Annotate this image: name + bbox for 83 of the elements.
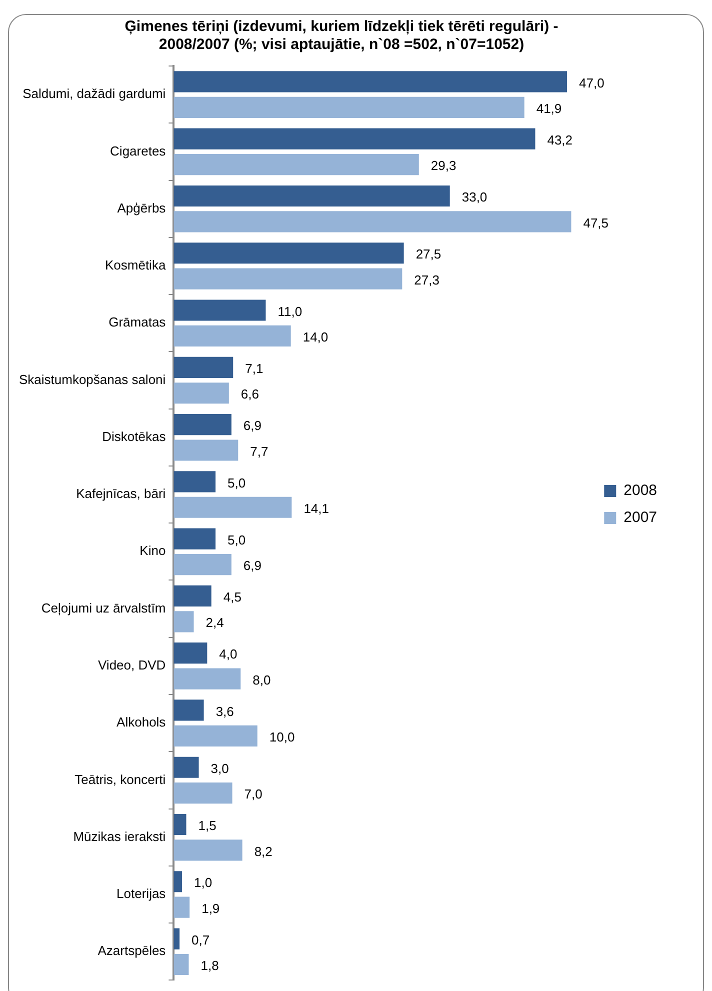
data-label: 3,6 bbox=[216, 704, 234, 719]
data-label: 5,0 bbox=[228, 475, 246, 490]
data-label: 2,4 bbox=[206, 615, 224, 630]
bar bbox=[174, 496, 292, 518]
bar bbox=[174, 700, 204, 721]
bar bbox=[174, 782, 232, 804]
data-label: 0,7 bbox=[192, 932, 210, 948]
data-label: 4,0 bbox=[219, 646, 238, 662]
data-label: 6,9 bbox=[243, 418, 262, 434]
y-tick-label: Alkohols bbox=[116, 714, 166, 730]
bar bbox=[174, 96, 524, 118]
data-label: 29,3 bbox=[430, 158, 456, 174]
data-label: 47,0 bbox=[579, 75, 604, 90]
y-tick-label: Saldumi, dažādi gardumi bbox=[22, 86, 166, 102]
bar bbox=[174, 814, 186, 836]
bar bbox=[174, 242, 404, 264]
bar bbox=[174, 471, 216, 492]
data-label: 41,9 bbox=[536, 101, 562, 116]
bar bbox=[174, 154, 419, 176]
bar bbox=[174, 668, 241, 690]
data-label: 43,2 bbox=[547, 132, 573, 148]
data-label: 8,2 bbox=[254, 844, 272, 859]
data-label: 11,0 bbox=[278, 304, 302, 319]
bar bbox=[174, 440, 238, 461]
data-label: 7,1 bbox=[245, 360, 264, 376]
data-label: 5,0 bbox=[228, 532, 246, 548]
data-label: 1,8 bbox=[200, 958, 219, 974]
data-label: 7,0 bbox=[244, 786, 262, 802]
data-label: 14,0 bbox=[302, 330, 328, 345]
y-tick-label: Kosmētika bbox=[104, 258, 166, 273]
data-label: 47,5 bbox=[583, 215, 609, 230]
data-label: 8,0 bbox=[252, 672, 271, 688]
data-label: 3,0 bbox=[210, 760, 229, 776]
bar bbox=[174, 71, 568, 92]
bar bbox=[174, 896, 190, 918]
data-label: 4,5 bbox=[223, 590, 242, 605]
data-label: 14,1 bbox=[304, 500, 329, 516]
data-label: 1,0 bbox=[194, 875, 212, 890]
bar bbox=[174, 585, 212, 606]
bar bbox=[174, 928, 180, 950]
y-tick-label: Teātris, koncerti bbox=[74, 772, 166, 787]
bar bbox=[174, 871, 182, 892]
data-label: 1,9 bbox=[202, 900, 220, 916]
data-label: 7,7 bbox=[250, 444, 268, 459]
data-label: 6,6 bbox=[240, 386, 259, 402]
data-label: 10,0 bbox=[269, 730, 295, 745]
bar bbox=[174, 185, 450, 207]
y-tick-label: Apģērbs bbox=[117, 200, 166, 216]
data-label: 6,9 bbox=[243, 558, 262, 574]
data-label: 27,3 bbox=[414, 272, 440, 288]
bar bbox=[174, 268, 402, 290]
y-tick-label: Cigaretes bbox=[110, 143, 166, 158]
y-tick-label: Mūzikas ieraksti bbox=[73, 828, 166, 844]
y-tick-label: Kino bbox=[140, 543, 166, 558]
bar bbox=[174, 325, 291, 347]
y-tick-label: Video, DVD bbox=[98, 658, 166, 673]
y-tick-label: Kafejnīcas, bāri bbox=[76, 486, 166, 502]
bar bbox=[174, 414, 232, 436]
data-label: 27,5 bbox=[416, 246, 442, 262]
y-tick-label: Loterijas bbox=[116, 886, 166, 902]
y-tick-label: Skaistumkopšanas saloni bbox=[18, 372, 166, 387]
bar bbox=[174, 642, 208, 664]
legend-label: 2007 bbox=[624, 509, 658, 526]
bar bbox=[174, 756, 199, 778]
bar bbox=[174, 611, 194, 632]
data-label: 33,0 bbox=[462, 190, 488, 205]
bar bbox=[174, 725, 258, 746]
data-label: 1,5 bbox=[198, 818, 216, 834]
y-tick-label: Ceļojumi uz ārvalstīm bbox=[41, 600, 166, 616]
bar bbox=[174, 356, 234, 378]
bar bbox=[174, 954, 189, 976]
bar bbox=[174, 554, 232, 576]
bar bbox=[174, 211, 572, 232]
legend-label: 2008 bbox=[624, 482, 658, 500]
chart-title: Ģimenes tēriņi (izdevumi, kuriem līdzekļi tiek tērēti regulāri) - 2008/2007 (%; visi aptaujātie, n`08 =502, n`07=1052) bbox=[124, 18, 558, 54]
bar bbox=[174, 300, 266, 321]
bar bbox=[174, 382, 229, 404]
y-tick-label: Azartspēles bbox=[98, 943, 166, 958]
bar bbox=[174, 128, 536, 150]
y-tick-label: Grāmatas bbox=[108, 314, 166, 330]
bar bbox=[174, 840, 242, 861]
y-tick-label: Diskotēkas bbox=[102, 428, 166, 444]
bar bbox=[174, 528, 216, 550]
